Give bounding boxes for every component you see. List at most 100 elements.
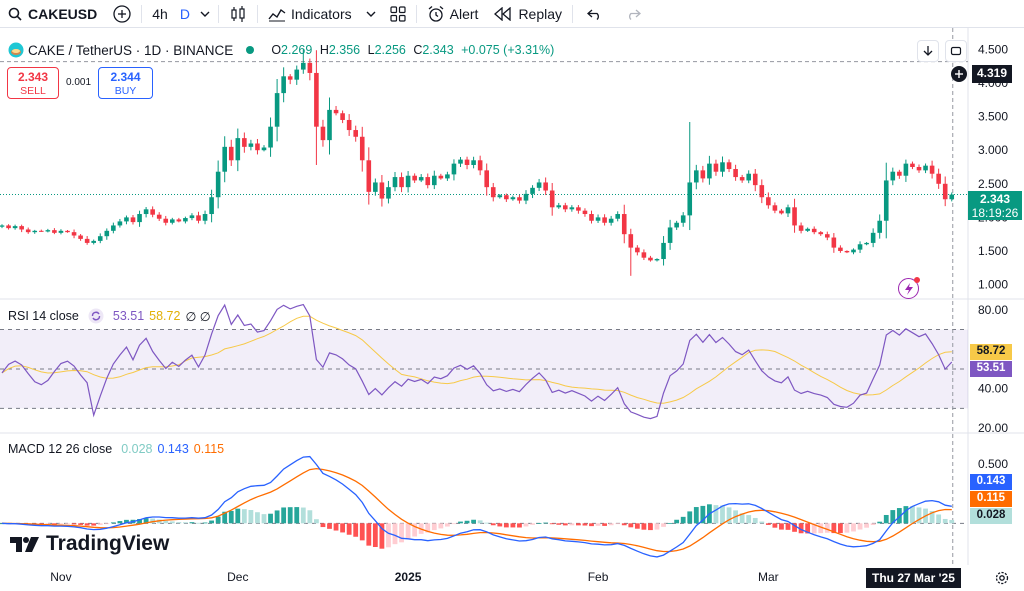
crosshair-plus-button[interactable] (951, 66, 967, 82)
interval-4h-label: 4h (152, 5, 168, 22)
buy-price: 2.344 (110, 70, 141, 84)
macd-histogram-bar (576, 523, 581, 526)
candle-body (497, 195, 503, 198)
macd-legend[interactable]: MACD 12 26 close 0.028 0.143 0.115 (8, 442, 224, 456)
interval-dropdown-button[interactable] (194, 0, 216, 28)
candle-body (536, 182, 542, 188)
macd-histogram-bar (510, 523, 516, 528)
candle-body (84, 238, 90, 243)
toolbar-divider (141, 4, 143, 23)
macd-histogram-bar (759, 521, 765, 524)
macd-histogram-bar (104, 523, 110, 525)
events-button[interactable] (898, 277, 920, 299)
open-value: 2.269 (281, 43, 313, 57)
candle-body (242, 138, 247, 147)
interval-d-button[interactable]: D (176, 0, 194, 28)
macd-histogram-bar (877, 521, 883, 524)
ohlc-values: O2.269 H2.356 L2.256 C2.343 +0.075 (+3.3… (271, 43, 555, 57)
candle-body (235, 138, 241, 161)
macd-histogram-bar (484, 522, 490, 524)
high-value: 2.356 (328, 43, 361, 57)
candle-body (412, 175, 417, 181)
sell-button[interactable]: 2.343 SELL (7, 67, 59, 99)
download-button[interactable] (917, 40, 939, 62)
macd-histogram-bar (268, 513, 273, 524)
candle-body (667, 227, 673, 243)
macd-histogram-bar (602, 523, 607, 526)
macd-histogram-bar (189, 522, 195, 524)
change-value: +0.075 (+3.31%) (461, 43, 555, 57)
macd-histogram-bar (300, 507, 306, 524)
rsi-legend[interactable]: RSI 14 close 53.51 58.72 ∅ ∅ (8, 308, 211, 324)
macd-histogram-bar (287, 507, 293, 524)
chart-title[interactable]: CAKE / TetherUS · 1D · BINANCE (28, 42, 234, 58)
candle-body (124, 217, 129, 222)
macd-histogram-bar (84, 523, 90, 526)
candle-body (373, 182, 378, 192)
candle-body (811, 228, 817, 233)
macd-histogram-bar (785, 523, 791, 530)
candle-body (215, 171, 221, 198)
macd-histogram-bar (883, 514, 889, 524)
candle-body (831, 237, 837, 248)
candle-body (137, 214, 142, 223)
macd-signal-value: 0.115 (193, 442, 225, 456)
indicators-label: Indicators (290, 5, 352, 22)
compare-button[interactable] (105, 0, 139, 28)
macd-histogram-bar (143, 518, 149, 524)
macd-histogram-bar (255, 512, 260, 524)
macd-histogram-bar (562, 523, 568, 526)
notification-dot-icon (914, 277, 920, 283)
macd-histogram-bar (327, 523, 332, 529)
macd-histogram-bar (608, 523, 614, 526)
replay-button[interactable]: Replay (486, 0, 570, 28)
indicators-dropdown-button[interactable] (360, 0, 382, 28)
crosshair-date-tag: Thu 27 Mar '25 (866, 568, 961, 588)
candle-body (733, 169, 738, 178)
tradingview-logo[interactable]: TradingView (10, 532, 169, 556)
price-tick-label: 4.500 (978, 42, 1008, 56)
rsi-line (1, 303, 953, 420)
macd-value: 0.143 (157, 442, 189, 456)
symbol-search-button[interactable]: CAKEUSD (0, 0, 105, 28)
crosshair-price-tag: 4.319 (972, 65, 1012, 83)
macd-histogram-bar (215, 516, 221, 524)
fullscreen-button[interactable] (945, 40, 967, 62)
candle-body (870, 232, 876, 243)
candle-body (170, 219, 175, 223)
candle-body (897, 171, 902, 176)
redo-button[interactable] (615, 0, 651, 28)
candle-body (163, 218, 169, 223)
candle-body (333, 109, 339, 114)
candle-body (58, 230, 64, 233)
macd-histogram-bar (556, 523, 562, 525)
rsi-pane (1, 303, 953, 420)
chart-area[interactable]: 1.0001.5002.0002.5003.0003.5004.0004.500… (0, 28, 1024, 590)
macd-histogram-bar (183, 522, 188, 524)
add-circle-icon (113, 4, 131, 23)
macd-histogram-bar (307, 510, 313, 524)
macd-histogram-bar (503, 523, 509, 528)
layouts-button[interactable] (382, 0, 414, 28)
undo-button[interactable] (575, 0, 615, 28)
indicators-button[interactable]: Indicators (260, 0, 360, 28)
chart-type-button[interactable] (221, 0, 255, 28)
macd-histogram-bar (248, 510, 254, 524)
macd-histogram-bar (431, 523, 437, 531)
macd-histogram-bar (196, 522, 201, 524)
settings-button[interactable] (994, 570, 1010, 586)
macd-histogram-bar (831, 523, 837, 534)
rewind-icon (494, 6, 512, 21)
buy-button[interactable]: 2.344 BUY (98, 67, 153, 99)
candle-body (209, 197, 214, 215)
candle-body (0, 225, 5, 227)
macd-histogram-bar (772, 523, 778, 528)
macd-histogram-bar (425, 523, 431, 533)
alert-button[interactable]: Alert (419, 0, 487, 28)
candle-body (903, 163, 909, 176)
candle-body (602, 217, 607, 223)
interval-4h-button[interactable]: 4h (144, 0, 176, 28)
candle-body (12, 226, 18, 229)
candle-body (589, 214, 594, 221)
macd-histogram-bar (58, 523, 64, 525)
